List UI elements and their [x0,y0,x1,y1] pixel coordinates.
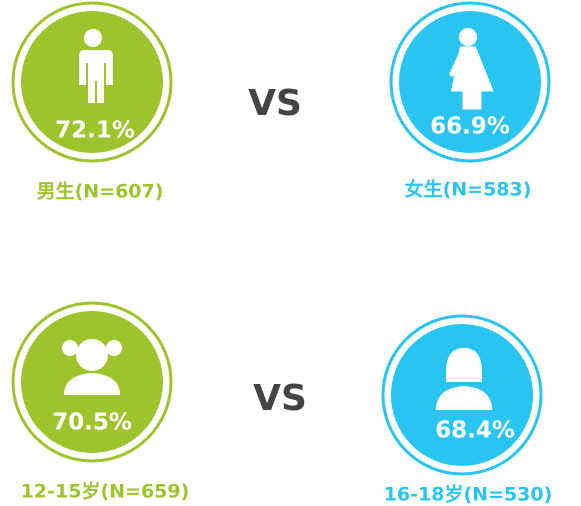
group-label: 女生(N=583) [405,178,532,201]
male-badge: 72.1% [11,1,173,163]
percent: 70.5% [52,410,132,436]
group-label: 男生(N=607) [37,180,164,203]
percent: 72.1% [55,118,135,144]
vs: VS [253,378,307,419]
female-badge: 66.9% [389,1,551,163]
woman-badge: 68.4% [381,314,543,476]
percent: 68.4% [435,418,515,444]
vs: VS [248,83,302,124]
group-label: 12-15岁(N=659) [21,480,190,503]
percent: 66.9% [430,114,510,140]
group-label: 16-18岁(N=530) [384,483,553,506]
girl-badge: 70.5% [11,301,173,463]
